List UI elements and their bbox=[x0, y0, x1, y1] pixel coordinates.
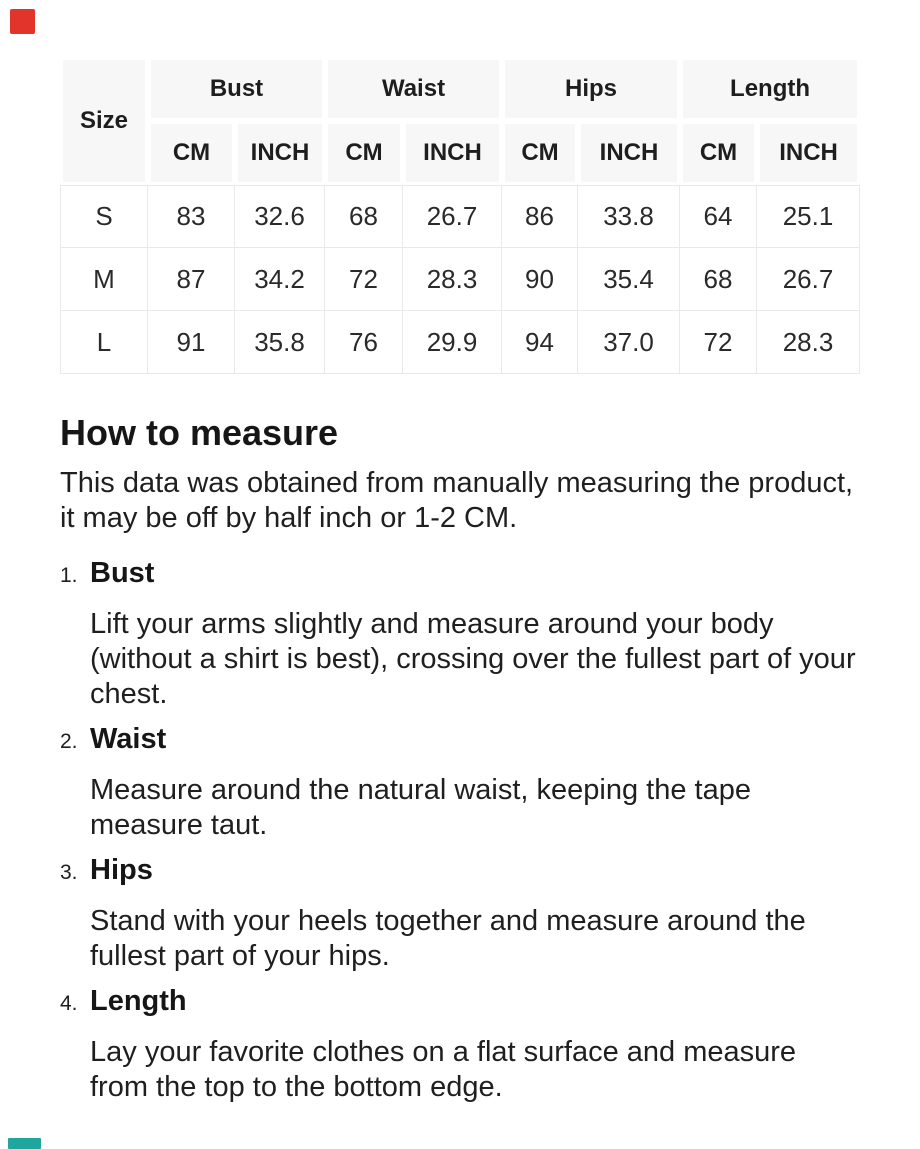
unit-header: INCH bbox=[403, 121, 502, 185]
table-cell: 94 bbox=[502, 311, 578, 374]
list-item-waist: 2. Waist Measure around the natural wais… bbox=[60, 722, 860, 843]
table-cell: 28.3 bbox=[403, 248, 502, 311]
table-cell: 72 bbox=[325, 248, 403, 311]
table-cell: 33.8 bbox=[578, 185, 681, 248]
unit-header: INCH bbox=[235, 121, 325, 185]
size-header-cell: Size bbox=[60, 57, 148, 185]
table-cell: 25.1 bbox=[757, 185, 861, 248]
measure-disclaimer-text: This data was obtained from manually mea… bbox=[60, 467, 854, 534]
table-cell: 26.7 bbox=[403, 185, 502, 248]
table-cell: 87 bbox=[148, 248, 235, 311]
table-cell: 28.3 bbox=[757, 311, 861, 374]
unit-header: CM bbox=[502, 121, 578, 185]
table-cell: 35.8 bbox=[235, 311, 325, 374]
table-cell: 83 bbox=[148, 185, 235, 248]
list-number: 1. bbox=[60, 564, 78, 587]
step-text-bust: Lift your arms slightly and measure arou… bbox=[90, 608, 856, 710]
size-label: S bbox=[60, 185, 148, 248]
table-cell: 68 bbox=[680, 248, 758, 311]
unit-header: CM bbox=[680, 121, 758, 185]
bottom-left-teal-bar bbox=[8, 1138, 41, 1149]
list-item-hips: 3. Hips Stand with your heels together a… bbox=[60, 853, 860, 974]
table-cell: 35.4 bbox=[578, 248, 681, 311]
list-item-length: 4. Length Lay your favorite clothes on a… bbox=[60, 984, 860, 1105]
table-cell: 34.2 bbox=[235, 248, 325, 311]
step-title-length: Length bbox=[90, 985, 187, 1017]
size-chart-table: Size Bust Waist Hips Length CM INCH CM I… bbox=[60, 57, 861, 374]
table-cell: 32.6 bbox=[235, 185, 325, 248]
table-cell: 26.7 bbox=[757, 248, 861, 311]
unit-header: INCH bbox=[578, 121, 681, 185]
table-cell: 64 bbox=[680, 185, 758, 248]
step-text-waist: Measure around the natural waist, keepin… bbox=[90, 774, 751, 841]
table-row-size-s: S 83 32.6 68 26.7 86 33.8 64 25.1 bbox=[60, 185, 861, 248]
measure-steps-list: 1. Bust Lift your arms slightly and meas… bbox=[60, 556, 860, 1105]
list-number: 2. bbox=[60, 730, 78, 753]
step-title-waist: Waist bbox=[90, 723, 167, 755]
table-cell: 86 bbox=[502, 185, 578, 248]
unit-header: CM bbox=[325, 121, 403, 185]
table-cell: 91 bbox=[148, 311, 235, 374]
unit-header: CM bbox=[148, 121, 235, 185]
step-text-length: Lay your favorite clothes on a flat surf… bbox=[90, 1036, 797, 1103]
list-number: 3. bbox=[60, 861, 78, 884]
list-item-bust: 1. Bust Lift your arms slightly and meas… bbox=[60, 556, 860, 712]
table-cell: 72 bbox=[680, 311, 758, 374]
bust-group-header: Bust bbox=[148, 57, 325, 121]
table-cell: 90 bbox=[502, 248, 578, 311]
unit-header: INCH bbox=[757, 121, 861, 185]
page-content: Size Bust Waist Hips Length CM INCH CM I… bbox=[60, 57, 861, 1105]
step-text-hips: Stand with your heels together and measu… bbox=[90, 905, 806, 972]
top-left-red-square bbox=[10, 9, 35, 34]
hips-group-header: Hips bbox=[502, 57, 681, 121]
table-row-size-m: M 87 34.2 72 28.3 90 35.4 68 26.7 bbox=[60, 248, 861, 311]
size-label: M bbox=[60, 248, 148, 311]
how-to-measure-heading: How to measure bbox=[60, 412, 339, 453]
size-label: L bbox=[60, 311, 148, 374]
table-cell: 76 bbox=[325, 311, 403, 374]
step-title-bust: Bust bbox=[90, 557, 155, 589]
step-title-hips: Hips bbox=[90, 854, 153, 886]
table-cell: 37.0 bbox=[578, 311, 681, 374]
list-number: 4. bbox=[60, 992, 78, 1015]
table-cell: 29.9 bbox=[403, 311, 502, 374]
table-row-size-l: L 91 35.8 76 29.9 94 37.0 72 28.3 bbox=[60, 311, 861, 374]
table-cell: 68 bbox=[325, 185, 403, 248]
waist-group-header: Waist bbox=[325, 57, 502, 121]
length-group-header: Length bbox=[680, 57, 861, 121]
